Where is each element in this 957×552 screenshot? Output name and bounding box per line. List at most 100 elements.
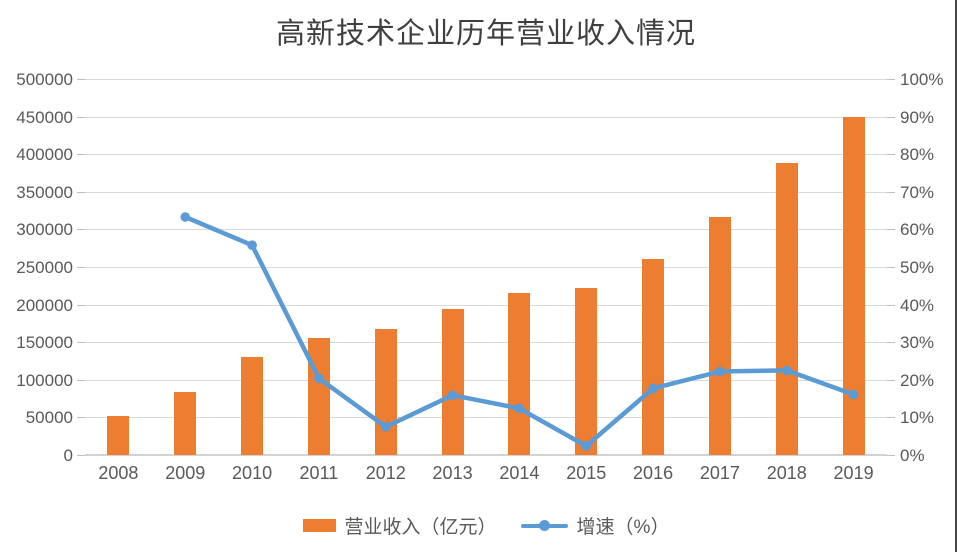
growth-point (314, 373, 324, 384)
left-axis-tick-label: 300000 (16, 220, 73, 240)
right-axis-tick-label: 100% (900, 70, 944, 89)
right-axis-tick (887, 342, 895, 344)
left-axis-tick-label: 50000 (25, 408, 73, 428)
left-axis-tick (77, 154, 85, 156)
bar-2017 (708, 216, 731, 455)
x-axis-label-2016: 2016 (633, 463, 674, 483)
right-axis-tick (887, 304, 895, 306)
growth-point (380, 422, 391, 432)
gridline (85, 379, 887, 381)
right-axis-tick-label: 30% (900, 333, 935, 353)
growth-point (514, 403, 525, 414)
right-axis-tick (887, 455, 895, 456)
growth-point (180, 212, 191, 222)
right-axis-tick-label: 20% (900, 370, 935, 390)
right-axis-tick-label: 40% (900, 295, 935, 315)
gridline (85, 154, 887, 156)
right-axis-tick (887, 79, 895, 80)
right-axis-tick-label: 90% (900, 107, 935, 127)
chart-title: 高新技术企业历年营业收入情况 (275, 16, 696, 50)
legend-bar-swatch-icon (302, 518, 336, 532)
right-axis-tick-label: 60% (900, 220, 935, 240)
left-axis-tick-label: 0 (63, 446, 73, 465)
x-axis-label-2011: 2011 (299, 463, 339, 483)
window-right-border (955, 0, 957, 552)
x-axis-label-2008: 2008 (98, 463, 139, 483)
right-axis-tick-label: 80% (900, 145, 935, 165)
right-axis-tick-label: 70% (900, 182, 935, 202)
left-axis-tick-label: 500000 (16, 70, 73, 89)
right-axis-tick-label: 50% (900, 258, 935, 277)
x-axis-label-2019: 2019 (833, 463, 874, 483)
bar-2016 (642, 259, 665, 455)
right-axis-tick (887, 229, 895, 231)
bar-2010 (241, 357, 264, 455)
legend-item-revenue: 营业收入（亿元） (302, 512, 497, 539)
right-axis-tick (887, 417, 895, 419)
gridline (85, 116, 887, 118)
legend-line-swatch-icon (520, 519, 568, 532)
growth-point (648, 383, 658, 394)
right-axis-tick (887, 267, 895, 268)
x-axis-label-2015: 2015 (566, 463, 607, 483)
left-axis-tick-label: 200000 (16, 295, 73, 315)
left-axis-tick (77, 116, 85, 118)
legend: 营业收入（亿元） 增速（%） (85, 510, 887, 540)
left-axis-tick (77, 342, 85, 344)
gridline (85, 304, 887, 306)
right-axis-tick (887, 379, 895, 381)
growth-point (581, 441, 592, 451)
left-axis-tick (77, 417, 85, 419)
right-axis-tick (887, 116, 895, 118)
right-axis-tick (887, 154, 895, 156)
growth-point (715, 366, 725, 377)
x-axis-line (85, 454, 887, 456)
left-axis-tick (77, 191, 85, 193)
gridline (85, 191, 887, 193)
gridline (85, 229, 887, 231)
growth-point (247, 240, 257, 250)
x-axis-label-2013: 2013 (432, 463, 473, 483)
x-axis-label-2014: 2014 (499, 463, 540, 483)
x-axis-label-2009: 2009 (165, 463, 206, 483)
gridline (85, 342, 887, 344)
bar-2014 (508, 292, 531, 455)
left-axis-tick-label: 350000 (16, 182, 73, 202)
growth-line-chart (180, 212, 859, 451)
x-axis-label-2012: 2012 (365, 463, 406, 483)
bar-2008 (107, 415, 130, 455)
x-axis-label-2018: 2018 (766, 463, 807, 483)
gridline (85, 417, 887, 419)
right-axis-tick-label: 10% (900, 408, 935, 428)
left-axis-tick-label: 250000 (16, 258, 73, 277)
right-axis-tick-label: 0% (900, 446, 925, 465)
left-axis-tick (77, 455, 85, 456)
left-axis-tick (77, 79, 85, 80)
bar-2013 (441, 309, 464, 455)
gridline (85, 267, 887, 268)
left-axis-tick (77, 229, 85, 231)
legend-item-growth: 增速（%） (520, 512, 670, 539)
left-axis-tick-label: 100000 (16, 370, 73, 390)
left-axis-tick (77, 304, 85, 306)
legend-line-label: 增速（%） (576, 516, 670, 538)
left-axis-tick (77, 379, 85, 381)
left-axis-tick-label: 450000 (16, 107, 73, 127)
bar-2015 (575, 288, 598, 455)
growth-point (447, 390, 458, 401)
bar-2019 (842, 117, 865, 455)
growth-point (848, 389, 859, 400)
left-axis-tick-label: 150000 (16, 333, 73, 353)
left-axis-tick-label: 400000 (16, 145, 73, 165)
bar-2009 (174, 391, 197, 455)
gridline (85, 79, 887, 80)
right-axis-tick (887, 191, 895, 193)
plot-area (85, 79, 887, 456)
x-axis-label-2017: 2017 (699, 463, 740, 483)
bar-2018 (775, 163, 798, 455)
growth-point (781, 365, 792, 376)
x-axis-label-2010: 2010 (232, 463, 273, 483)
left-axis-tick (77, 267, 85, 268)
legend-bar-label: 营业收入（亿元） (344, 516, 497, 538)
